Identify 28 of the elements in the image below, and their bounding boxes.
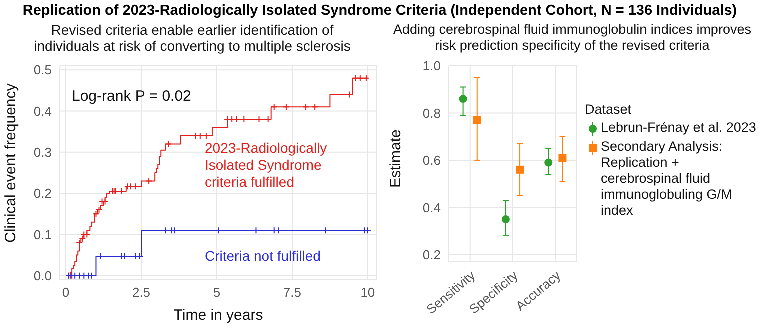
y-tick-label: 0.6 [422, 153, 441, 168]
x-tick-label: 0 [62, 285, 70, 300]
series-label: Criteria not fulfilled [205, 248, 322, 265]
legend-label: Lebrun-Frénay et al. 2023 [601, 120, 756, 136]
chart-subtitle: Revised criteria enable earlier identification of individuals at risk of converting to multiple sclerosis [33, 22, 352, 54]
series-label: 2023-Radiologically Isolated Syndrome criteria fulfilled [205, 140, 328, 191]
y-axis-title: Estimate [387, 130, 404, 188]
y-tick-label: 0.8 [422, 106, 441, 121]
x-tick-label: 10 [360, 285, 376, 300]
chart-subtitle: Adding cerebrospinal fluid immunoglobulin indices improves risk prediction specificity of the revised criteria [392, 22, 752, 54]
y-tick-label: 0.1 [34, 227, 52, 242]
y-tick-label: 0.2 [34, 186, 52, 202]
x-tick-label: 7.5 [283, 285, 302, 300]
legend-label: Secondary Analysis: Replication + cerebrospinal fluid immunoglobuling G/M index [601, 139, 734, 219]
x-axis-title: Time in years [174, 307, 264, 324]
y-tick-label: 1.0 [422, 58, 441, 74]
y-tick-label: 0.5 [34, 62, 52, 78]
y-tick-label: 0.4 [34, 104, 52, 119]
x-tick-label: 2.5 [132, 285, 151, 300]
y-tick-label: 0.2 [422, 248, 441, 263]
legend-title: Dataset [585, 102, 633, 118]
chart-title: Replication of 2023-Radiologically Isolated Syndrome Criteria (Independent Cohort, N = 136 Individuals) [22, 2, 738, 19]
y-tick-label: 0.4 [422, 200, 441, 216]
annotation: Log-rank P = 0.02 [72, 88, 192, 105]
x-tick-label: 5 [213, 285, 221, 300]
y-tick-label: 0.0 [34, 268, 52, 284]
y-axis-title: Clinical event frequency [2, 83, 20, 243]
y-tick-label: 0.3 [34, 145, 52, 160]
